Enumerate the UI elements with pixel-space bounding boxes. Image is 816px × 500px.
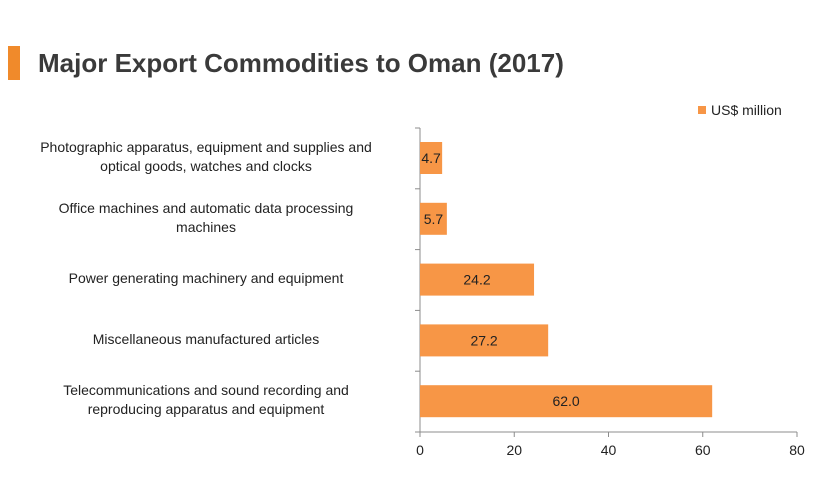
- legend: US$ million: [698, 102, 782, 118]
- category-label: Photographic apparatus, equipment and su…: [6, 138, 406, 176]
- data-label: 62.0: [552, 393, 579, 409]
- data-label: 24.2: [463, 272, 490, 288]
- category-label: Office machines and automatic data proce…: [6, 199, 406, 237]
- category-label: Telecommunications and sound recording a…: [6, 381, 406, 419]
- bar: [420, 142, 443, 174]
- data-label: 27.2: [470, 332, 497, 348]
- x-tick-label: 80: [789, 442, 805, 458]
- x-tick-label: 40: [601, 442, 617, 458]
- data-label: 5.7: [424, 211, 444, 227]
- bar: [420, 324, 549, 357]
- category-label: Miscellaneous manufactured articles: [6, 330, 406, 349]
- legend-swatch: [698, 106, 706, 114]
- bar: [420, 263, 535, 296]
- category-label-line: machines: [176, 218, 236, 235]
- bar: [420, 202, 447, 235]
- category-label-line: Telecommunications and sound recording a…: [63, 382, 349, 399]
- category-label-line: Power generating machinery and equipment: [68, 270, 344, 287]
- category-label-line: Office machines and automatic data proce…: [58, 199, 354, 216]
- x-tick-label: 20: [506, 442, 522, 458]
- category-label-line: optical goods, watches and clocks: [100, 158, 312, 174]
- category-label-line: Miscellaneous manufactured articles: [92, 330, 320, 347]
- chart-title: Major Export Commodities to Oman (2017): [38, 48, 564, 78]
- x-tick-label: 60: [695, 442, 711, 458]
- category-label: Power generating machinery and equipment: [6, 269, 406, 288]
- category-label-line: Photographic apparatus, equipment and su…: [40, 139, 372, 155]
- data-label: 4.7: [421, 150, 441, 166]
- title-accent-bar: [8, 46, 20, 80]
- legend-label: US$ million: [711, 102, 782, 118]
- x-tick-label: 0: [416, 442, 424, 458]
- bar: [420, 385, 713, 418]
- category-label-line: reproducing apparatus and equipment: [87, 401, 325, 418]
